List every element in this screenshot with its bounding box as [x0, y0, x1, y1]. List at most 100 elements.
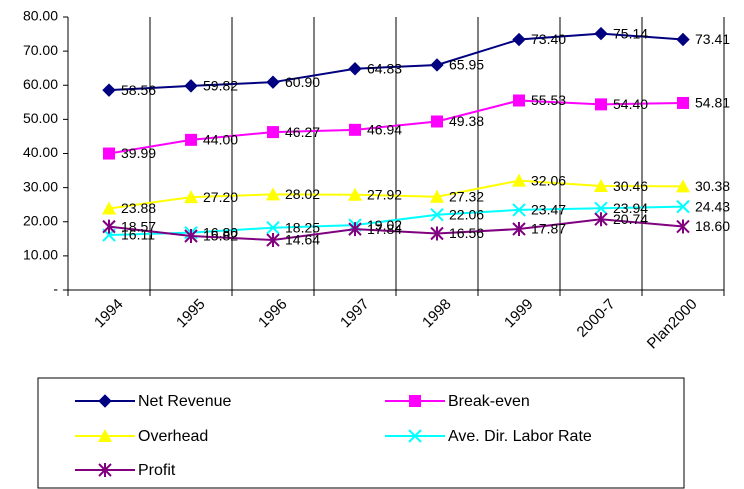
y-tick-label: 70.00 [23, 42, 58, 58]
y-tick-label: 60.00 [23, 76, 58, 92]
marker [103, 147, 115, 160]
marker [267, 126, 279, 139]
data-label: 32.06 [531, 172, 566, 188]
data-label: 60.90 [285, 74, 320, 90]
marker [409, 395, 421, 407]
marker [102, 83, 116, 97]
marker [431, 115, 443, 128]
marker [677, 96, 689, 109]
data-label: 14.64 [285, 232, 320, 248]
marker [185, 133, 197, 146]
legend-box [37, 377, 685, 489]
data-label: 59.82 [203, 78, 238, 94]
legend-label: Net Revenue [138, 393, 231, 410]
data-label: 75.14 [613, 25, 648, 41]
series-line [108, 99, 684, 155]
data-label: 18.25 [285, 219, 320, 235]
data-label: 65.95 [449, 57, 484, 73]
marker [348, 62, 362, 76]
x-tick-label: 1999 [501, 296, 537, 332]
marker [348, 222, 362, 237]
y-tick-label: 20.00 [23, 212, 58, 228]
marker [512, 32, 526, 47]
legend-label: Ave. Dir. Labor Rate [448, 428, 592, 445]
marker [98, 429, 112, 442]
data-label: 54.81 [695, 95, 730, 111]
data-label: 22.06 [449, 206, 484, 222]
data-label: 20.74 [613, 211, 648, 227]
data-label: 15.82 [203, 228, 238, 244]
marker [184, 229, 198, 244]
marker [512, 222, 526, 237]
data-label: 17.87 [531, 221, 566, 237]
data-label: 16.56 [449, 225, 484, 241]
data-label: 23.94 [613, 200, 648, 216]
legend-label: Profit [138, 462, 176, 479]
y-tick-label: - [53, 281, 58, 297]
data-label: 19.02 [367, 217, 402, 233]
data-label: 18.60 [695, 218, 730, 234]
marker [184, 190, 198, 204]
marker [676, 199, 690, 214]
marker [595, 98, 607, 111]
data-label: 55.53 [531, 92, 566, 108]
marker [512, 203, 526, 217]
marker [594, 212, 608, 227]
series-line [108, 205, 684, 237]
y-tick-label: 30.00 [23, 178, 58, 194]
data-label: 23.47 [531, 202, 566, 218]
x-tick-label: 2000-7 [574, 296, 619, 341]
data-label: 44.00 [203, 132, 238, 148]
marker [594, 26, 608, 41]
y-tick-label: 80.00 [23, 8, 58, 24]
data-label: 27.92 [367, 186, 402, 202]
data-label: 18.57 [121, 218, 156, 234]
marker [266, 75, 280, 89]
marker [594, 179, 608, 193]
data-label: 23.88 [121, 200, 156, 216]
marker [430, 208, 444, 222]
marker [430, 189, 444, 203]
marker [266, 187, 280, 201]
marker [676, 219, 690, 234]
x-tick-label: 1996 [255, 296, 291, 332]
data-label: 24.43 [695, 198, 730, 214]
data-label: 27.20 [203, 189, 238, 205]
legend-label: Break-even [448, 393, 530, 410]
x-tick-label: Plan2000 [644, 296, 701, 353]
data-label: 46.94 [367, 122, 402, 138]
y-tick-label: 50.00 [23, 110, 58, 126]
marker [102, 219, 116, 234]
data-label: 49.38 [449, 113, 484, 129]
series-line [108, 32, 684, 92]
marker [266, 221, 280, 235]
marker [512, 173, 526, 187]
marker [676, 179, 690, 193]
marker [98, 463, 112, 477]
marker [102, 201, 116, 215]
x-tick-label: 1998 [419, 296, 455, 332]
marker [98, 394, 112, 408]
data-label: 46.27 [285, 124, 320, 140]
data-label: 58.56 [121, 82, 156, 98]
data-label: 54.40 [613, 96, 648, 112]
y-tick-label: 10.00 [23, 247, 58, 263]
data-label: 27.32 [449, 188, 484, 204]
marker [266, 233, 280, 248]
x-tick-label: 1994 [91, 296, 127, 332]
marker [349, 123, 361, 136]
marker [348, 187, 362, 201]
data-label: 30.46 [613, 178, 648, 194]
legend-label: Overhead [138, 428, 208, 445]
data-label: 73.40 [531, 31, 566, 47]
y-tick-label: 40.00 [23, 144, 58, 160]
data-label: 17.84 [367, 221, 402, 237]
x-tick-label: 1995 [173, 296, 209, 332]
marker [408, 429, 422, 443]
series-line [108, 218, 684, 242]
data-label: 30.38 [695, 178, 730, 194]
marker [513, 94, 525, 107]
marker [430, 58, 444, 72]
